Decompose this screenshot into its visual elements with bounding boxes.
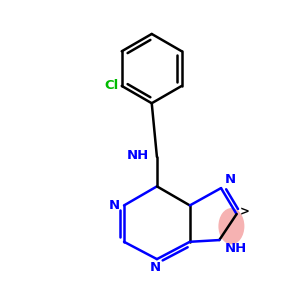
Text: N: N bbox=[224, 173, 236, 186]
Text: Cl: Cl bbox=[104, 80, 118, 92]
Text: NH: NH bbox=[127, 149, 149, 162]
Ellipse shape bbox=[218, 208, 244, 244]
Text: NH: NH bbox=[224, 242, 247, 255]
Text: N: N bbox=[150, 261, 161, 274]
Text: N: N bbox=[109, 199, 120, 212]
Text: >: > bbox=[240, 206, 250, 219]
